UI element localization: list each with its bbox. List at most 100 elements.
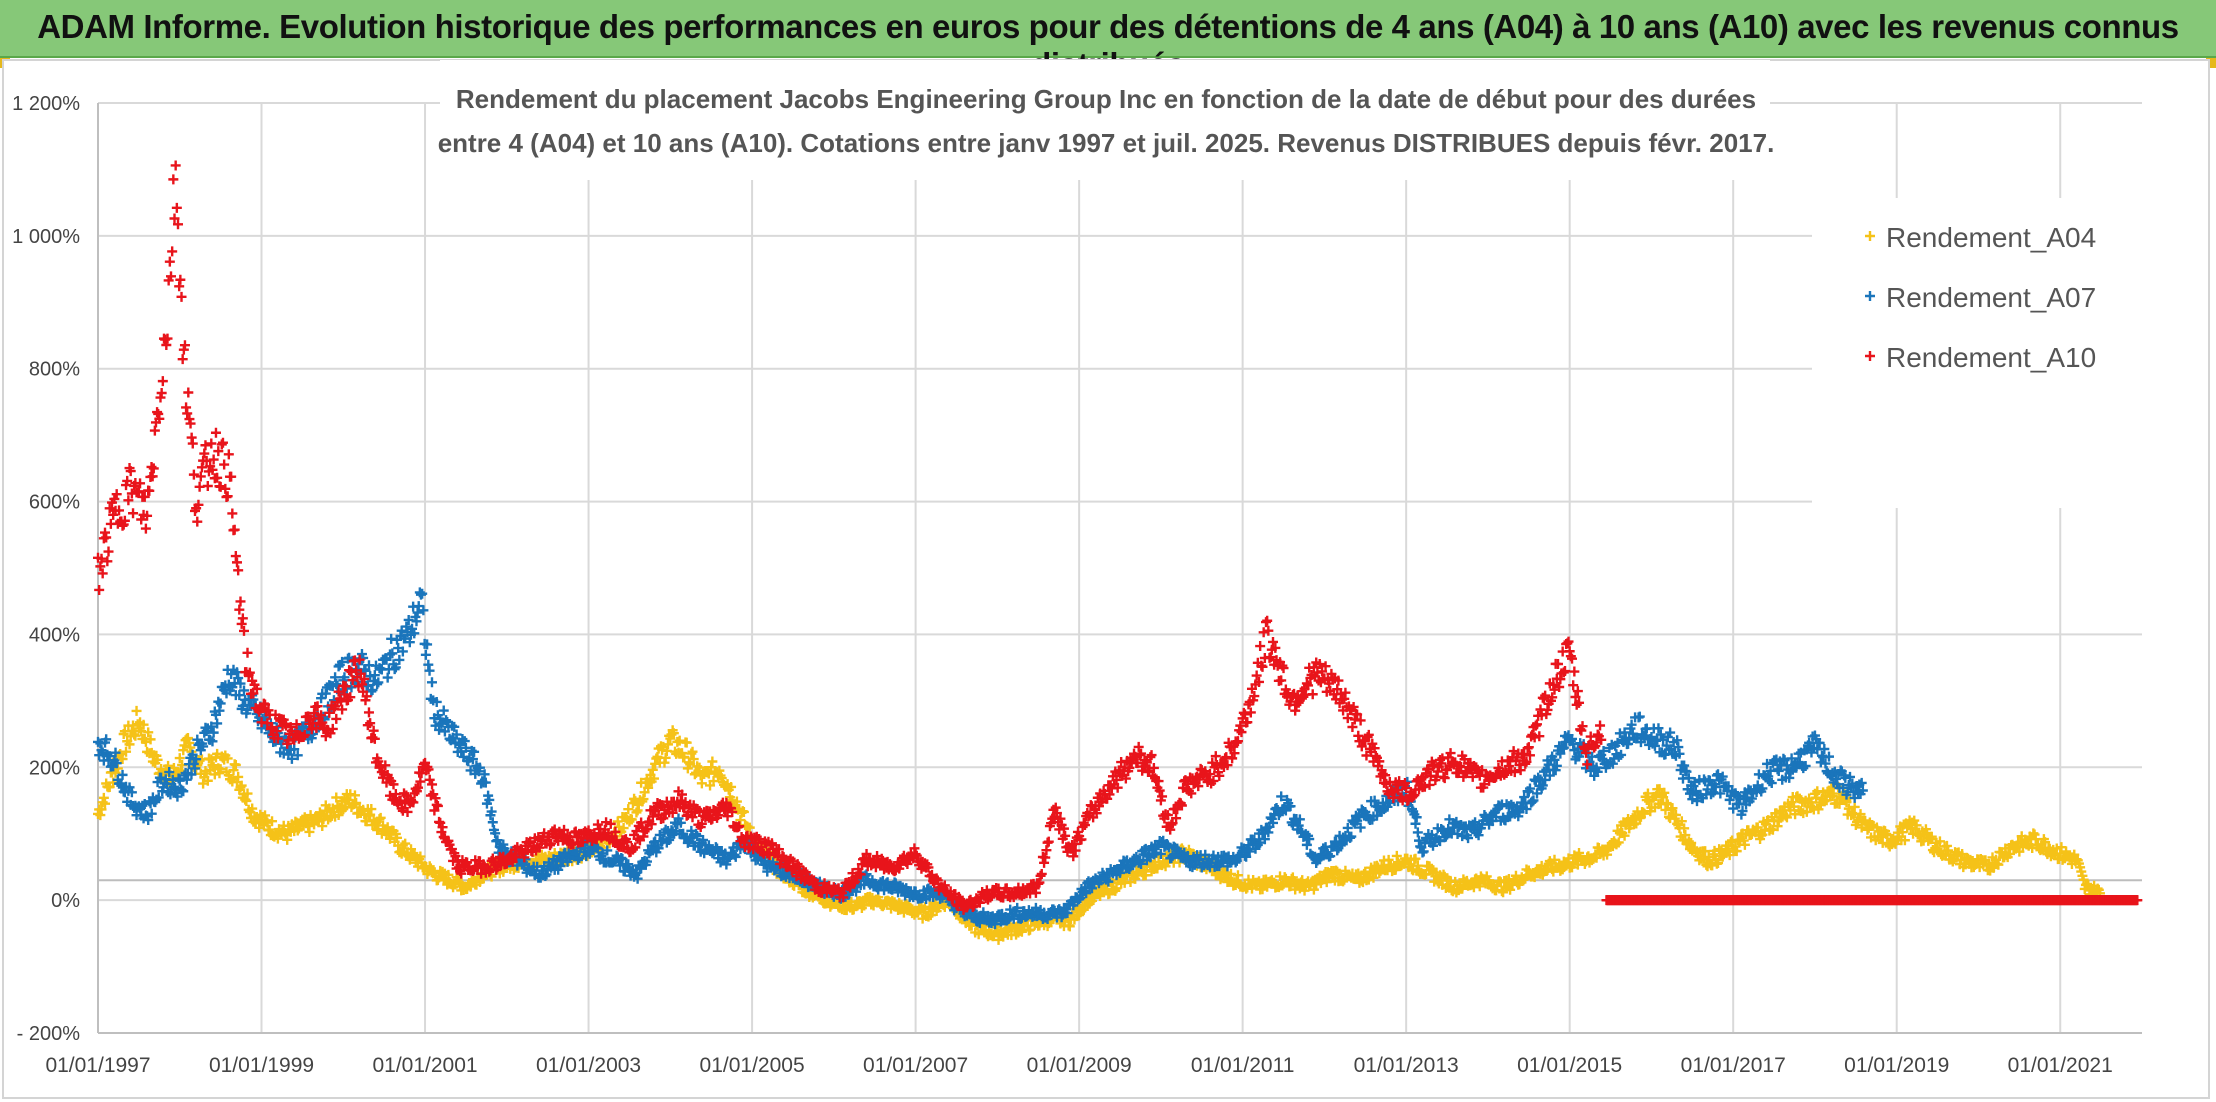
data-point: [449, 721, 460, 732]
data-point: [381, 654, 392, 665]
data-point: [1911, 820, 1922, 831]
data-point: [418, 605, 429, 616]
data-point: [2040, 837, 2051, 848]
data-point: [1700, 846, 1711, 857]
data-point: [1877, 837, 1888, 848]
y-tick-label: 400%: [29, 624, 80, 646]
data-point: [420, 649, 431, 660]
x-tick-label: 01/01/2001: [372, 1054, 477, 1077]
data-point: [286, 753, 297, 764]
data-point: [1140, 870, 1151, 881]
data-point: [409, 628, 420, 639]
data-point: [152, 754, 163, 765]
data-point: [207, 736, 218, 747]
data-point: [726, 781, 737, 792]
data-point: [100, 798, 111, 809]
data-point: [422, 639, 433, 650]
data-point: [1232, 870, 1243, 881]
data-point: [208, 727, 219, 738]
data-point: [247, 803, 258, 814]
x-tick-label: 01/01/1999: [209, 1054, 314, 1077]
data-point: [1016, 926, 1027, 937]
data-point: [396, 848, 407, 859]
data-point: [178, 786, 189, 797]
data-point: [1801, 806, 1812, 817]
data-point: [1713, 858, 1724, 869]
y-tick-label: 600%: [29, 492, 80, 514]
data-point: [2005, 848, 2016, 859]
data-point: [304, 826, 315, 837]
data-point: [647, 764, 658, 775]
data-point: [707, 756, 718, 767]
data-point: [233, 771, 244, 782]
data-point: [696, 778, 707, 789]
data-point: [424, 665, 435, 676]
data-point: [110, 747, 121, 758]
data-point: [1368, 872, 1379, 883]
data-point: [387, 648, 398, 659]
data-point: [215, 764, 226, 775]
data-point: [1670, 809, 1681, 820]
data-point: [484, 794, 495, 805]
data-point: [164, 767, 175, 778]
data-point: [366, 804, 377, 815]
report-banner: ADAM Informe. Evolution historique des p…: [0, 0, 2216, 83]
data-point: [1899, 835, 1910, 846]
data-point: [128, 720, 139, 731]
data-point: [215, 698, 226, 709]
data-point: [685, 759, 696, 770]
x-tick-label: 01/01/2015: [1517, 1054, 1622, 1077]
data-point: [382, 672, 393, 683]
data-point: [174, 753, 185, 764]
data-point: [1934, 836, 1945, 847]
data-point: [681, 737, 692, 748]
data-point: [434, 724, 445, 735]
data-point: [1739, 839, 1750, 850]
data-point: [375, 812, 386, 823]
data-point: [369, 670, 380, 681]
data-point: [289, 744, 300, 755]
data-point: [189, 763, 200, 774]
data-point: [1926, 831, 1937, 842]
data-point: [143, 815, 154, 826]
data-point: [337, 656, 348, 667]
data-point: [1849, 801, 1860, 812]
data-point: [156, 772, 167, 783]
x-tick-label: 01/01/2003: [536, 1054, 641, 1077]
y-tick-label: 0%: [51, 890, 80, 912]
x-tick-label: 01/01/2009: [1027, 1054, 1132, 1077]
data-point: [198, 741, 209, 752]
data-point: [1639, 808, 1650, 819]
data-point: [111, 758, 122, 769]
data-point: [212, 718, 223, 729]
data-point: [492, 835, 503, 846]
data-point: [1731, 846, 1742, 857]
data-point: [403, 614, 414, 625]
data-point: [1308, 884, 1319, 895]
x-tick-label: 01/01/2005: [700, 1054, 805, 1077]
data-point: [117, 769, 128, 780]
data-point: [703, 768, 714, 779]
data-point: [486, 806, 497, 817]
data-point: [1855, 809, 1866, 820]
data-point: [117, 754, 128, 765]
data-point: [662, 739, 673, 750]
data-point: [1680, 830, 1691, 841]
data-point: [431, 696, 442, 707]
y-tick-label: 800%: [29, 359, 80, 381]
data-point: [1613, 837, 1624, 848]
data-point: [121, 746, 132, 757]
data-point: [126, 787, 137, 798]
data-point: [153, 792, 164, 803]
data-point: [451, 729, 462, 740]
data-point: [191, 754, 202, 765]
data-point: [1025, 924, 1036, 935]
x-tick-label: 01/01/2011: [1191, 1054, 1295, 1077]
data-point: [1474, 881, 1485, 892]
data-point: [1676, 816, 1687, 827]
x-tick-label: 01/01/2019: [1844, 1054, 1949, 1077]
y-tick-label: 1 200%: [12, 93, 80, 115]
data-point: [235, 678, 246, 689]
data-point: [282, 834, 293, 845]
data-point: [131, 705, 142, 716]
